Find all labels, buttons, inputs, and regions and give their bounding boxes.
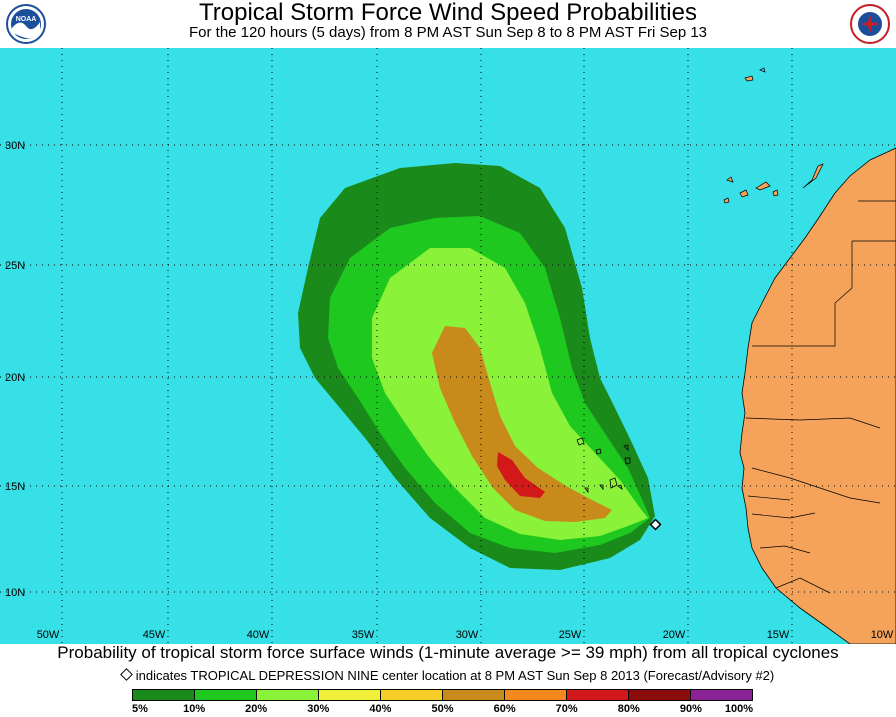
legend-label: 40% [369, 703, 392, 715]
diamond-icon-legend [119, 668, 133, 681]
lon-label-15w: 15W [767, 629, 790, 641]
legend-swatch [381, 690, 443, 700]
legend-swatch [629, 690, 691, 700]
contour-70pct [497, 452, 545, 498]
legend-swatch [257, 690, 319, 700]
legend-swatch [195, 690, 257, 700]
legend-label: 30% [307, 703, 330, 715]
lat-label-25n: 25N [5, 260, 25, 272]
lon-label-20w: 20W [663, 629, 686, 641]
canary-islands [723, 75, 824, 204]
marker-note-text: indicates TROPICAL DEPRESSION NINE cente… [135, 668, 775, 683]
color-legend [132, 689, 753, 701]
header: NOAA Tropical Storm Force Wind Speed Pro… [0, 0, 896, 48]
lon-label-50w: 50W [37, 629, 60, 641]
lat-label-30n: 30N [5, 140, 25, 152]
legend-label: 80% [617, 703, 640, 715]
madeira-islands [759, 67, 766, 73]
legend-labels: 5% 10% 20% 30% 40% 50% 60% 70% 80% 90% 100% [0, 703, 896, 717]
lat-label-20n: 20N [5, 372, 25, 384]
legend-label: 20% [245, 703, 268, 715]
legend-swatch [505, 690, 567, 700]
probability-map: 30N 25N 20N 15N 10N 50W 45W 40W 35W 30W … [0, 48, 896, 644]
legend-label: 70% [555, 703, 578, 715]
lon-label-30w: 30W [456, 629, 479, 641]
lon-label-40w: 40W [247, 629, 270, 641]
lon-label-10w: 10W [871, 629, 894, 641]
legend-swatch [691, 690, 752, 700]
cape-verde-islands [576, 437, 631, 494]
lat-label-10n: 10N [5, 587, 25, 599]
contour-50pct [432, 326, 612, 522]
legend-swatch [133, 690, 195, 700]
lon-label-25w: 25W [559, 629, 582, 641]
lat-label-15n: 15N [5, 481, 25, 493]
noaa-logo-text: NOAA [16, 16, 37, 23]
marker-note: indicates TROPICAL DEPRESSION NINE cente… [0, 668, 896, 684]
legend-label: 100% [724, 703, 754, 715]
lon-label-45w: 45W [143, 629, 166, 641]
lon-label-35w: 35W [352, 629, 375, 641]
legend-swatch [319, 690, 381, 700]
diamond-icon [649, 518, 662, 531]
map-caption: Probability of tropical storm force surf… [57, 643, 839, 662]
africa-landmass [739, 147, 896, 644]
legend-swatch [443, 690, 505, 700]
noaa-logo: NOAA [6, 4, 46, 44]
legend-label: 60% [493, 703, 516, 715]
page-title: Tropical Storm Force Wind Speed Probabil… [199, 0, 697, 26]
contour-20pct [372, 248, 648, 540]
legend-label: 10% [183, 703, 206, 715]
legend-label: 50% [431, 703, 454, 715]
legend-swatch [567, 690, 629, 700]
legend-label: 90% [679, 703, 702, 715]
page-subtitle: For the 120 hours (5 days) from 8 PM AST… [188, 24, 708, 41]
legend-label: 5% [132, 703, 148, 715]
nws-logo [850, 4, 890, 44]
